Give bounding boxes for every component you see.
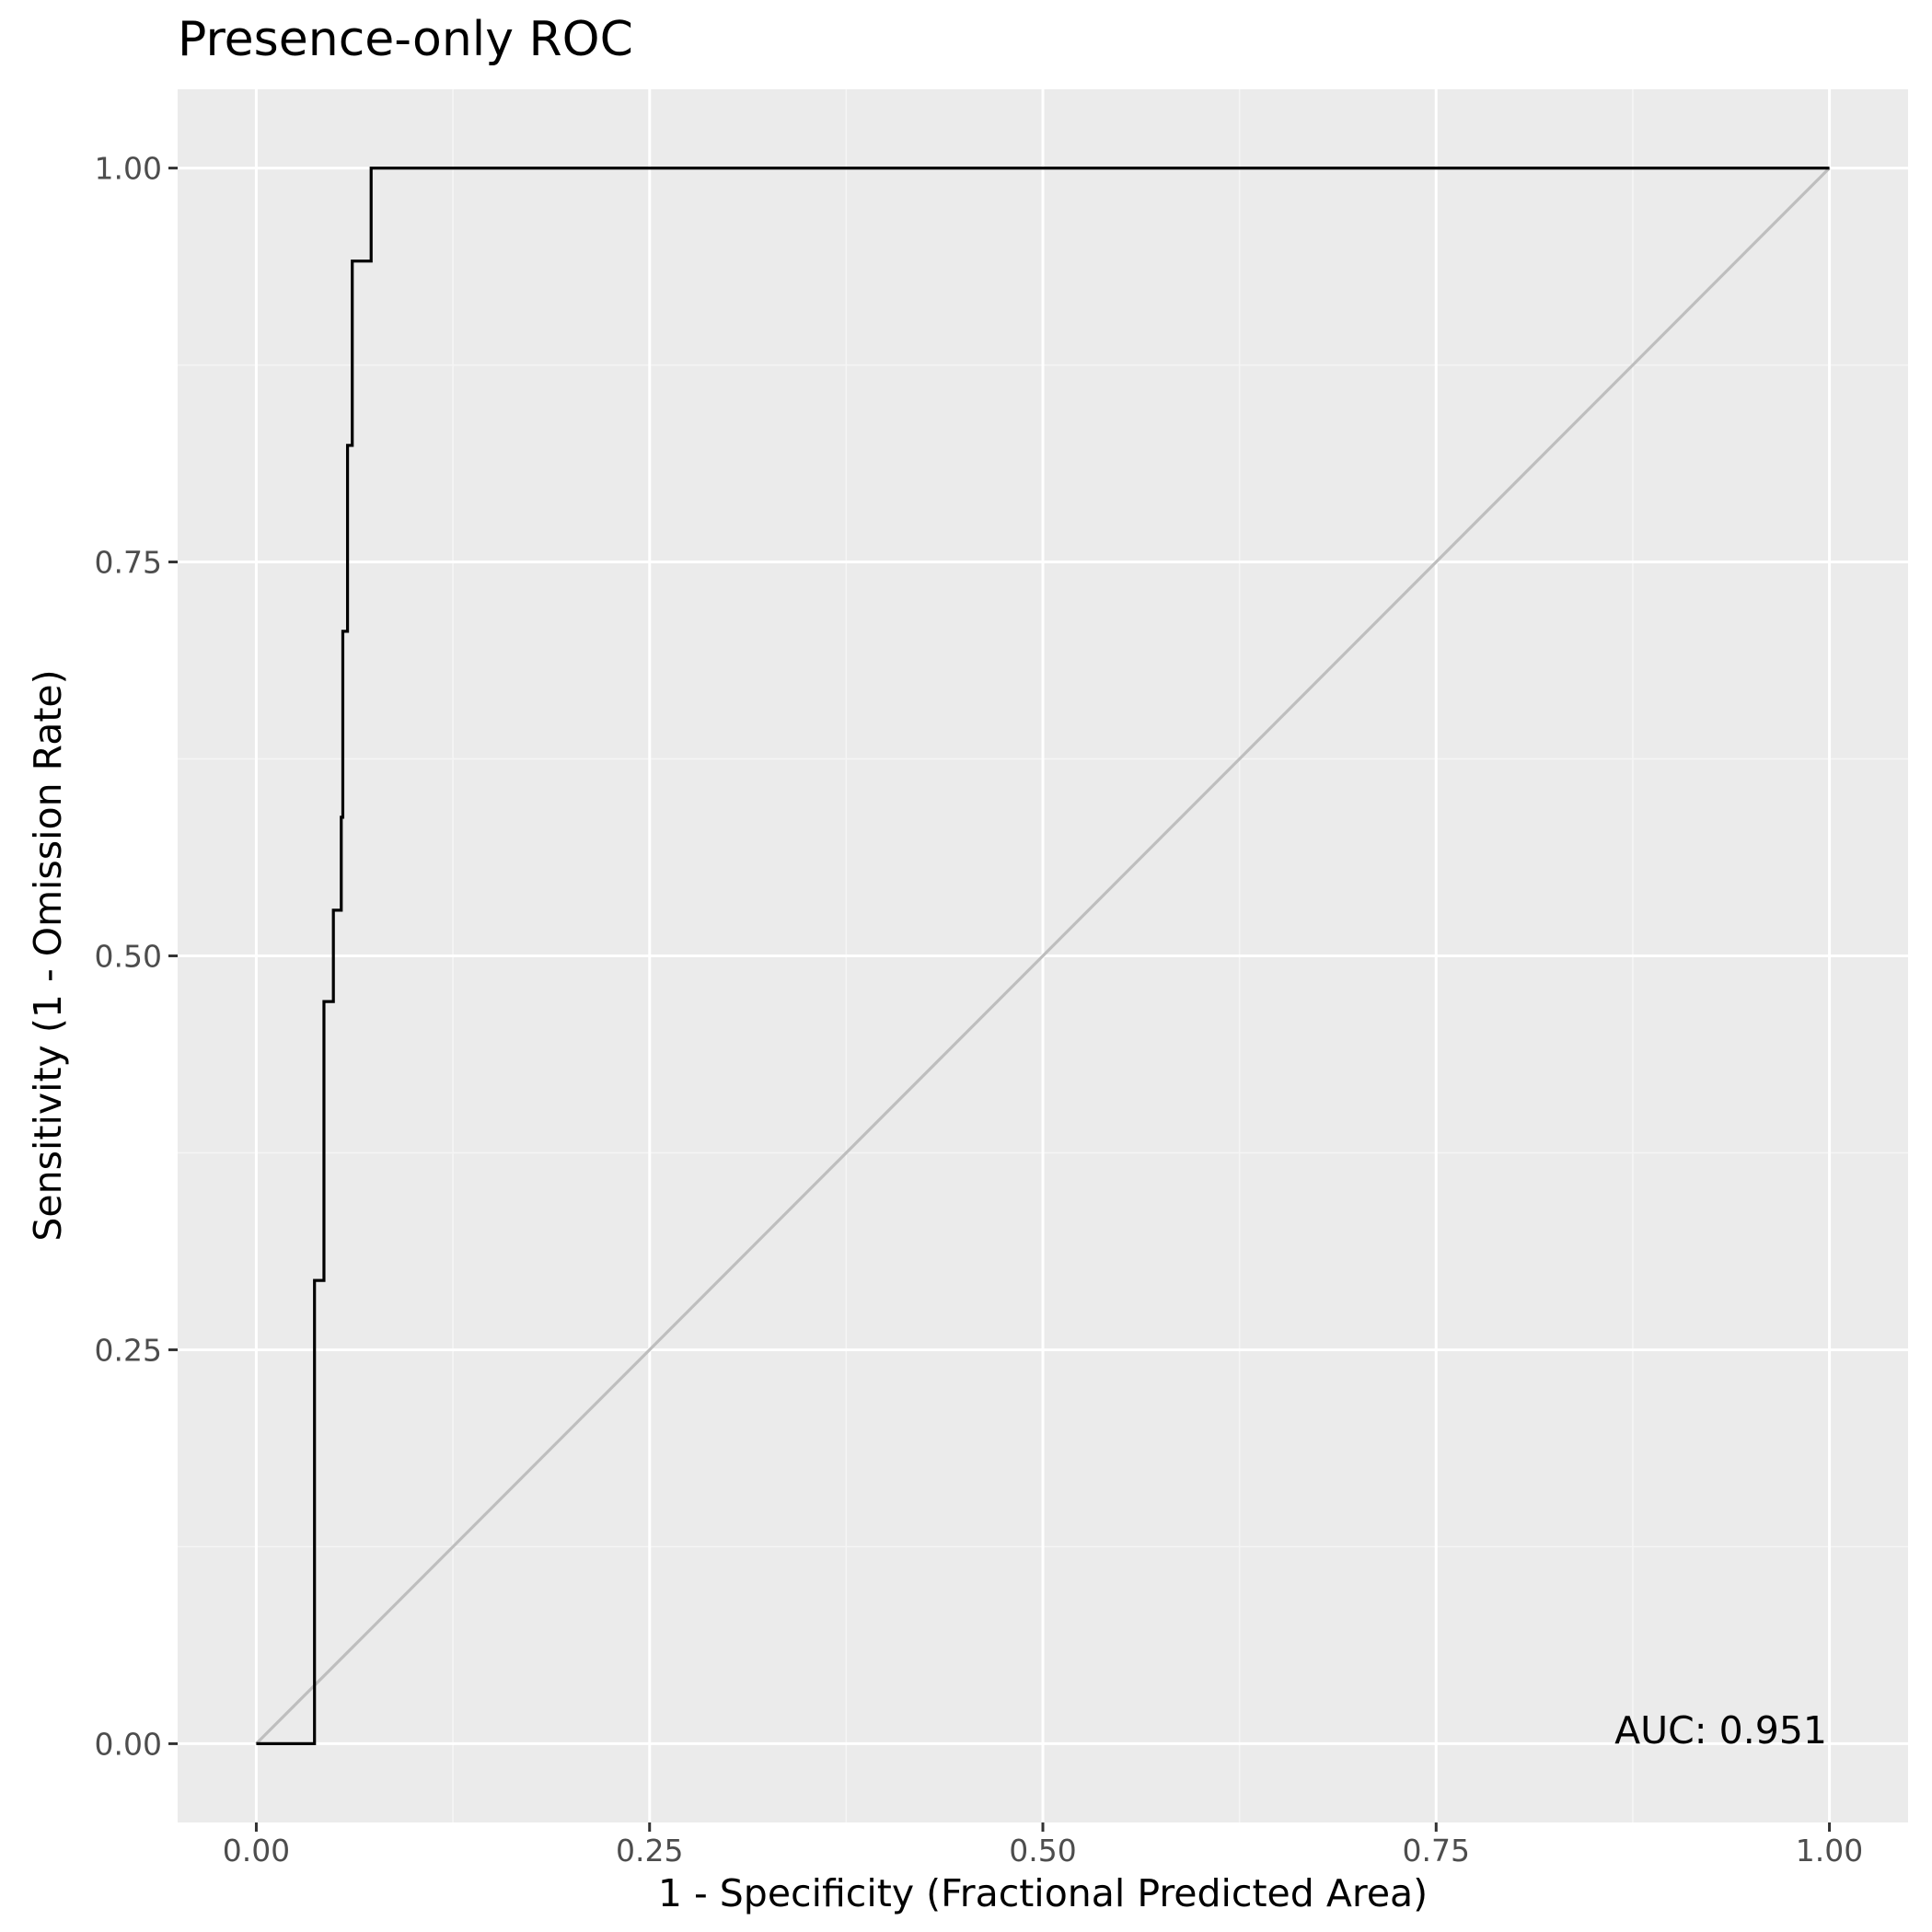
y-tick-label: 0.75 — [95, 545, 162, 581]
series-lines — [255, 166, 1831, 1746]
reference-diagonal-line — [255, 167, 1831, 1745]
x-tick-label: 1.00 — [1796, 1833, 1863, 1868]
chart-title: Presence-only ROC — [178, 12, 633, 67]
x-tick-label: 0.50 — [1009, 1833, 1076, 1868]
y-tick-label: 0.50 — [95, 939, 162, 975]
roc-curve-line — [256, 166, 1830, 1746]
x-tick-label: 0.75 — [1403, 1833, 1470, 1868]
x-tick-label: 0.00 — [223, 1833, 290, 1868]
y-axis-title: Sensitivity (1 - Omission Rate) — [26, 669, 70, 1241]
y-tick-label: 0.25 — [95, 1332, 162, 1368]
axis-ticks: 0.00 0.25 0.50 0.75 1.00 0.00 0.25 0.50 0.75 1.00 — [95, 151, 1864, 1868]
x-tick-label: 0.25 — [616, 1833, 683, 1868]
auc-annotation: AUC: 0.951 — [1614, 1708, 1827, 1753]
x-axis-title: 1 - Specificity (Fractional Predicted Ar… — [658, 1871, 1428, 1915]
y-tick-label: 0.00 — [95, 1726, 162, 1762]
y-tick-label: 1.00 — [95, 151, 162, 187]
